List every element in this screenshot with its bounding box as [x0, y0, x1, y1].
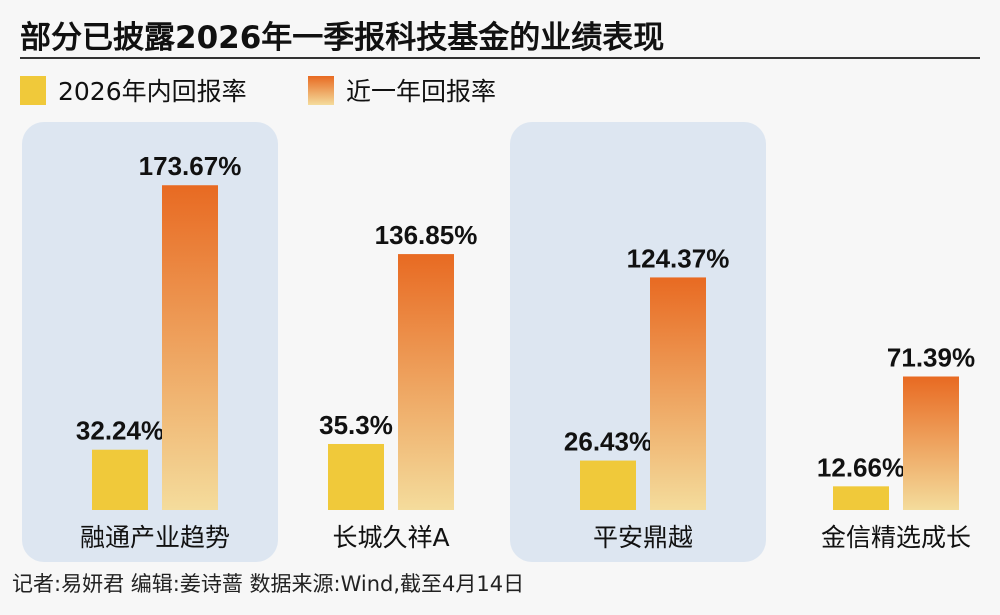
- bar-ytd: [833, 486, 889, 510]
- highlight-panel: [510, 122, 766, 562]
- bar-year: [650, 277, 706, 510]
- category-label: 融通产业趋势: [80, 523, 230, 552]
- category-label: 长城久祥A: [332, 523, 449, 552]
- value-label-ytd: 26.43%: [564, 427, 652, 457]
- value-label-year: 71.39%: [887, 343, 975, 373]
- category-label: 金信精选成长: [821, 523, 971, 552]
- bar-ytd: [580, 460, 636, 510]
- value-label-ytd: 35.3%: [319, 410, 393, 440]
- bar-ytd: [92, 449, 148, 510]
- bar-year: [162, 185, 218, 510]
- legend-label-ytd: 2026年内回报率: [58, 77, 247, 106]
- value-label-year: 173.67%: [139, 151, 242, 181]
- legend-swatch-ytd: [20, 75, 46, 105]
- legend-item-ytd: 2026年内回报率: [20, 72, 247, 108]
- value-label-year: 136.85%: [375, 220, 478, 250]
- bar-ytd: [328, 443, 384, 510]
- legend-item-year: 近一年回报率: [308, 72, 496, 108]
- legend-label-year: 近一年回报率: [346, 77, 497, 106]
- bar-year: [398, 254, 454, 510]
- chart-title: 部分已披露2026年一季报科技基金的业绩表现: [20, 20, 665, 56]
- bar-year: [903, 376, 959, 510]
- category-label: 平安鼎越: [593, 523, 693, 552]
- title-underline: [20, 57, 980, 59]
- value-label-ytd: 12.66%: [817, 452, 905, 482]
- highlight-panel: [22, 122, 278, 562]
- value-label-ytd: 32.24%: [76, 416, 164, 446]
- value-label-year: 124.37%: [627, 243, 730, 273]
- legend-swatch-year: [308, 75, 334, 105]
- footer-credits: 记者:易妍君 编辑:姜诗蔷 数据来源:Wind,截至4月14日: [12, 572, 525, 596]
